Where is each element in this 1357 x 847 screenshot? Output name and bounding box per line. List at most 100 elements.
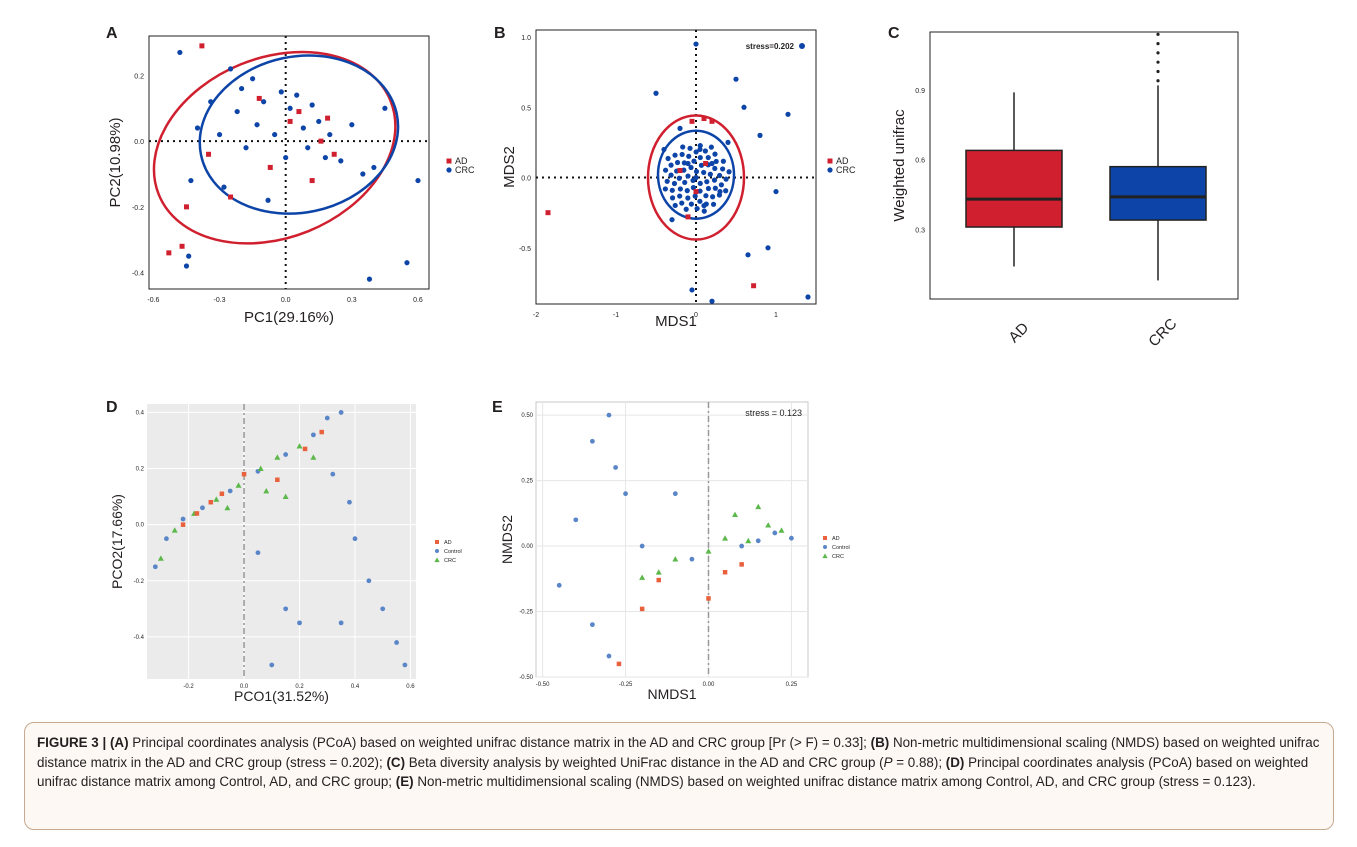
panel-b-point-crc xyxy=(712,151,718,157)
panel-b-point-crc xyxy=(701,208,707,214)
panel-a-point-crc xyxy=(300,125,306,131)
panel-b-point-crc xyxy=(726,169,732,175)
panel-b-point-crc xyxy=(691,158,697,164)
panel-d-ytick: -0.2 xyxy=(134,579,145,585)
panel-b-point-crc xyxy=(701,203,707,209)
panel-d-point-crc xyxy=(157,555,164,561)
panel-b-legend-crc-marker xyxy=(827,167,833,173)
panel-a-xtick: 0.3 xyxy=(347,297,357,304)
panel-e-point-ad xyxy=(706,596,711,601)
panel-d-point-ad xyxy=(208,499,214,505)
panel-e-point-control xyxy=(789,535,794,541)
panel-d-label: D xyxy=(106,399,118,416)
panel-d-point-control xyxy=(330,471,336,477)
panel-c-outlier xyxy=(1156,42,1160,46)
panel-a-point-crc xyxy=(360,171,366,177)
panel-d-point-control xyxy=(297,620,302,626)
panel-a-ytick: 0.2 xyxy=(134,73,144,80)
panel-e-point-crc xyxy=(732,511,739,518)
panel-b-point-crc xyxy=(690,185,697,191)
panel-d-xtick: 0.0 xyxy=(240,684,249,690)
panel-d-point-control xyxy=(255,550,261,556)
caption-d-tag: (D) xyxy=(945,754,965,770)
panel-a-point-crc xyxy=(238,85,245,92)
panel-b-point-crc xyxy=(709,298,715,304)
caption-a-text: Principal coordinates analysis (PCoA) ba… xyxy=(128,735,871,750)
panel-a-point-crc xyxy=(349,122,355,128)
panel-c-outlier xyxy=(1156,69,1160,74)
panel-a-point-crc xyxy=(216,131,223,138)
panel-e-point-control xyxy=(556,582,562,588)
panel-a-point-ad xyxy=(267,164,273,170)
panel-b-point-crc xyxy=(693,168,700,175)
panel-b-point-crc xyxy=(687,145,693,151)
panel-b-point-ad xyxy=(703,160,709,166)
panel-a-point-crc xyxy=(322,154,328,161)
panel-c-xtick-crc: CRC xyxy=(1145,315,1180,350)
panel-a-point-crc xyxy=(305,145,311,151)
panel-a-point-crc xyxy=(208,99,214,105)
panel-d-point-control xyxy=(347,499,352,505)
panel-b-point-crc xyxy=(712,165,718,172)
panel-d-point-crc xyxy=(296,443,303,449)
panel-b-point-ad xyxy=(677,168,683,174)
panel-a-xtick: 0.0 xyxy=(281,297,291,304)
panel-e-point-control xyxy=(589,438,595,444)
caption-e-tag: (E) xyxy=(395,774,414,790)
panel-d-point-control xyxy=(227,488,233,494)
panel-b-xtick: -2 xyxy=(533,312,539,319)
panel-a-point-ad xyxy=(256,95,262,101)
panel-b-point-crc xyxy=(669,195,676,201)
panel-a-point-ad xyxy=(296,109,302,115)
panel-b-point-crc xyxy=(693,41,699,47)
panel-b-point-crc xyxy=(705,185,712,192)
panel-a-point-ad xyxy=(206,151,212,157)
panel-d-xlabel: PCO1(31.52%) xyxy=(234,688,329,704)
panel-b-point-crc xyxy=(672,202,678,209)
panel-d-point-crc xyxy=(310,454,317,460)
panel-e-point-control xyxy=(606,412,612,418)
panel-a-point-crc xyxy=(254,122,260,128)
panel-b-point-crc xyxy=(662,167,669,173)
panel-d-point-crc xyxy=(257,465,264,471)
caption-c-p: P xyxy=(883,754,893,770)
panel-a-point-crc xyxy=(272,131,278,138)
panel-d-point-crc xyxy=(274,454,281,460)
panel-b-point-crc xyxy=(717,188,723,195)
panel-d-ytick: 0.2 xyxy=(136,467,145,473)
panel-c-ylabel: Weighted unifrac xyxy=(891,109,908,222)
panel-b-point-crc xyxy=(710,201,717,207)
panel-e-point-control xyxy=(623,491,628,497)
panel-e-legend-crc-marker xyxy=(822,553,828,559)
caption-b-text: Non-metric multidimensional scaling (NMD… xyxy=(37,735,1320,770)
panel-b-point-crc xyxy=(705,154,711,161)
caption-b-tag: (B) xyxy=(870,735,890,750)
panel-b-point-crc xyxy=(702,148,708,154)
panel-d-point-crc xyxy=(263,487,270,494)
panel-d-legend-ad: AD xyxy=(444,540,452,546)
panel-b-legend-ad-marker xyxy=(827,158,833,164)
panel-a-point-crc xyxy=(234,108,240,115)
panel-b-point-crc xyxy=(665,155,671,162)
panel-b-point-crc xyxy=(676,175,682,181)
panel-b-point-ad xyxy=(709,118,715,124)
panel-a-point-crc xyxy=(309,102,315,108)
panel-b-point-crc xyxy=(697,198,703,204)
panel-b-point-crc xyxy=(711,177,718,183)
panel-d-point-ad xyxy=(241,471,247,477)
panel-e-point-crc xyxy=(639,574,646,580)
panel-b-stress: stress=0.202 xyxy=(746,42,795,51)
caption-c-tag: (C) xyxy=(386,754,406,770)
panel-b-point-crc xyxy=(723,176,729,182)
panel-b-point-crc xyxy=(720,158,726,164)
panel-d-point-control xyxy=(283,452,289,457)
caption-text: FIGURE 3 | (A) Principal coordinates ana… xyxy=(37,733,1321,792)
panel-b-point-crc xyxy=(688,201,695,207)
panel-d-point-control xyxy=(180,516,186,522)
panel-b-point-crc xyxy=(693,174,699,181)
panel-b-point-crc xyxy=(741,104,747,110)
panel-e-point-control xyxy=(639,543,645,549)
panel-a-xlabel: PC1(29.16%) xyxy=(244,309,334,326)
panel-d-point-control xyxy=(324,415,330,421)
panel-a-point-ad xyxy=(179,243,185,249)
